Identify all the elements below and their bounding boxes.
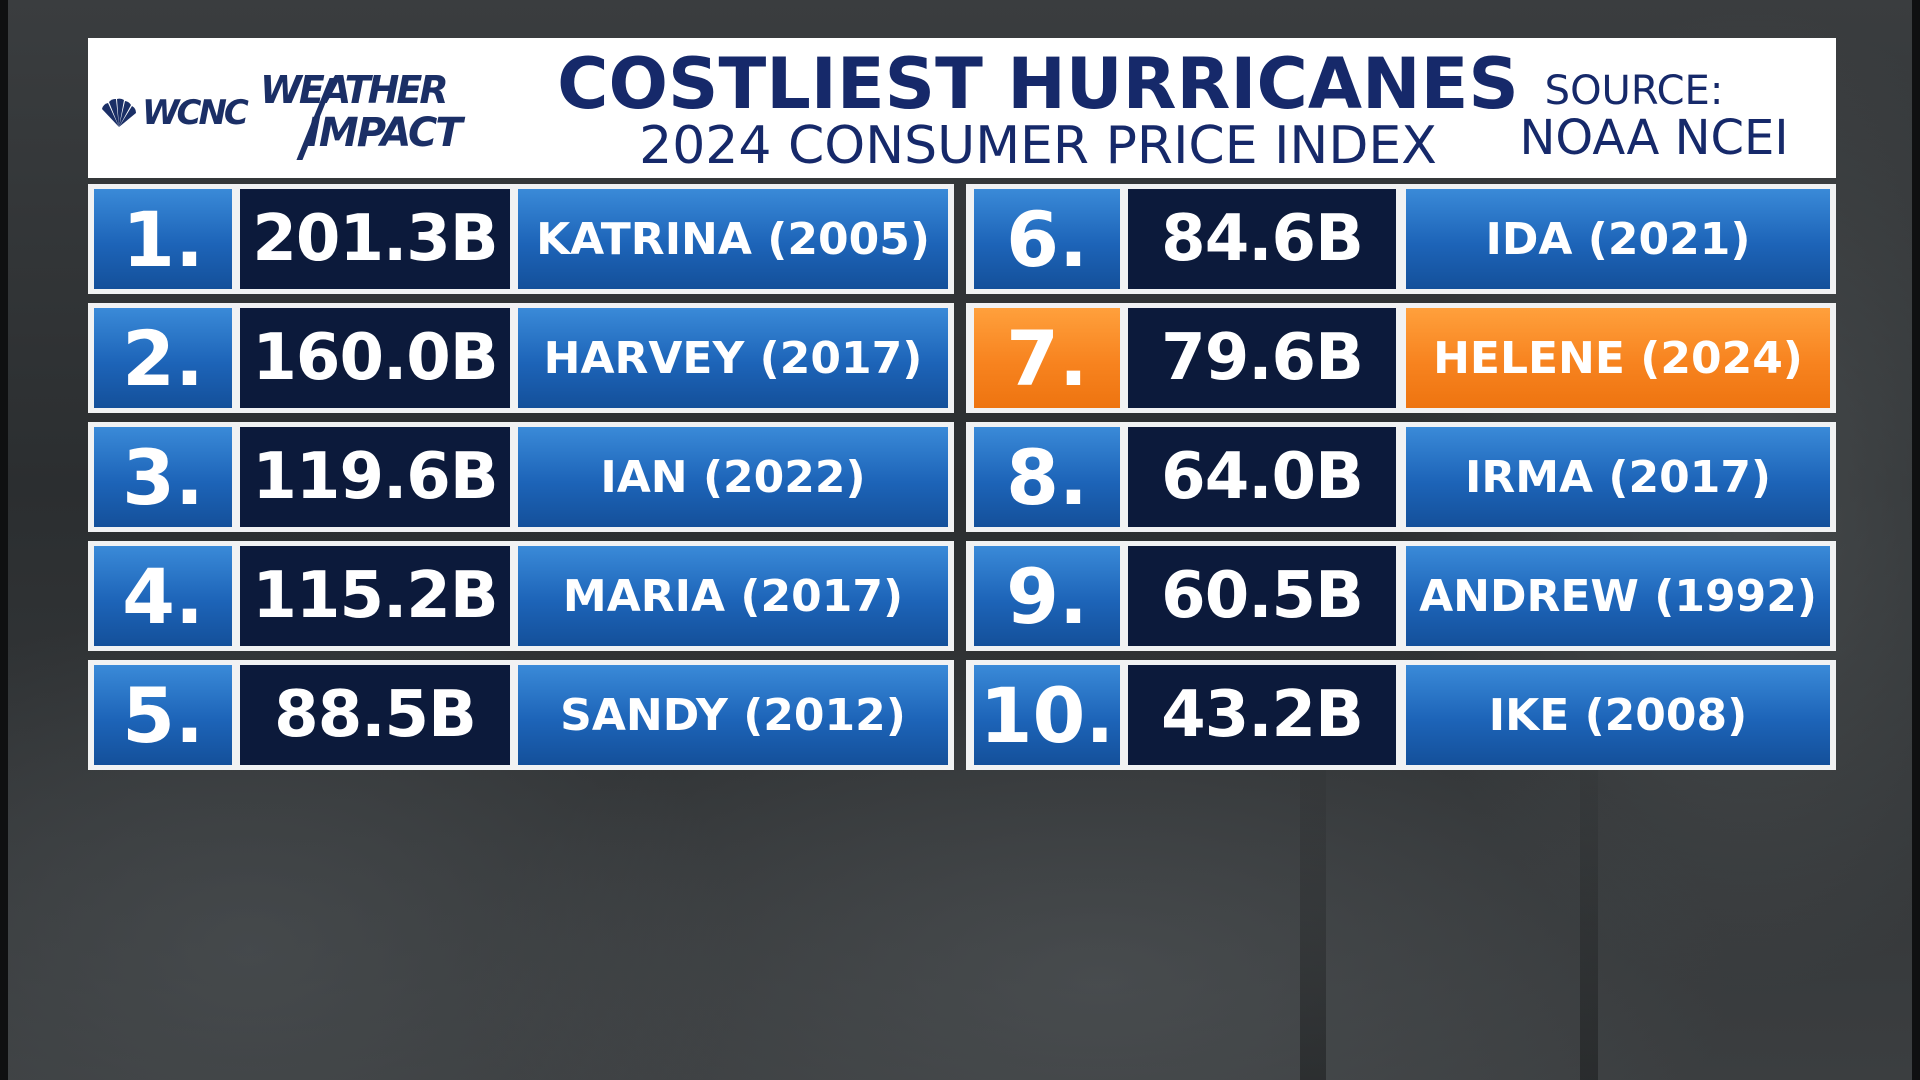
cost-cell: 64.0B — [1128, 427, 1396, 527]
ranking-row: 2. 160.0B HARVEY (2017) — [88, 303, 954, 413]
rank-cell: 1. — [94, 189, 232, 289]
rank-cell: 2. — [94, 308, 232, 408]
cost-cell: 115.2B — [240, 546, 510, 646]
frame-edge — [1912, 0, 1920, 1080]
frame-edge — [0, 0, 8, 1080]
cost-cell: 60.5B — [1128, 546, 1396, 646]
tree-silhouette — [1300, 720, 1326, 1080]
page-subtitle: 2024 CONSUMER PRICE INDEX — [639, 116, 1437, 176]
ranking-row: 1. 201.3B KATRINA (2005) — [88, 184, 954, 294]
cost-cell: 160.0B — [240, 308, 510, 408]
hurricane-name-cell: IKE (2008) — [1406, 665, 1830, 765]
ranking-row: 8. 64.0B IRMA (2017) — [966, 422, 1836, 532]
ranking-row: 5. 88.5B SANDY (2012) — [88, 660, 954, 770]
hurricane-name-cell: MARIA (2017) — [518, 546, 948, 646]
ranking-row: 4. 115.2B MARIA (2017) — [88, 541, 954, 651]
hurricane-name-cell: KATRINA (2005) — [518, 189, 948, 289]
hurricane-name-cell: IAN (2022) — [518, 427, 948, 527]
hurricane-name-cell: HARVEY (2017) — [518, 308, 948, 408]
rank-cell: 4. — [94, 546, 232, 646]
cost-cell: 43.2B — [1128, 665, 1396, 765]
ranking-row: 9. 60.5B ANDREW (1992) — [966, 541, 1836, 651]
hurricane-name-cell: SANDY (2012) — [518, 665, 948, 765]
ranking-row-highlighted: 7. 79.6B HELENE (2024) — [966, 303, 1836, 413]
ranking-row: 10. 43.2B IKE (2008) — [966, 660, 1836, 770]
hurricane-name-cell: HELENE (2024) — [1406, 308, 1830, 408]
page-title: COSTLIEST HURRICANES — [557, 43, 1519, 125]
rank-cell: 5. — [94, 665, 232, 765]
source-label: SOURCE: — [1544, 68, 1724, 114]
weather-logo-text: WEATHER — [260, 68, 449, 112]
hurricane-name-cell: ANDREW (1992) — [1406, 546, 1830, 646]
station-name: WCNC — [142, 93, 249, 133]
rank-cell: 10. — [974, 665, 1120, 765]
cost-cell: 88.5B — [240, 665, 510, 765]
hurricane-name-cell: IDA (2021) — [1406, 189, 1830, 289]
cost-cell: 79.6B — [1128, 308, 1396, 408]
ranking-row: 6. 84.6B IDA (2021) — [966, 184, 1836, 294]
rank-cell: 9. — [974, 546, 1120, 646]
ranking-row: 3. 119.6B IAN (2022) — [88, 422, 954, 532]
peacock-icon — [102, 98, 137, 127]
source-value: NOAA NCEI — [1519, 110, 1789, 166]
rank-cell: 8. — [974, 427, 1120, 527]
header-banner: WCNC WEATHER IMPACT COSTLIEST HURRICANES… — [88, 38, 1836, 178]
rank-cell: 3. — [94, 427, 232, 527]
cost-cell: 119.6B — [240, 427, 510, 527]
rank-cell: 7. — [974, 308, 1120, 408]
wcnc-logo: WCNC — [98, 88, 249, 138]
cost-cell: 201.3B — [240, 189, 510, 289]
impact-logo-text: IMPACT — [306, 110, 463, 156]
tree-silhouette — [1580, 720, 1598, 1080]
hurricane-name-cell: IRMA (2017) — [1406, 427, 1830, 527]
cost-cell: 84.6B — [1128, 189, 1396, 289]
rank-cell: 6. — [974, 189, 1120, 289]
